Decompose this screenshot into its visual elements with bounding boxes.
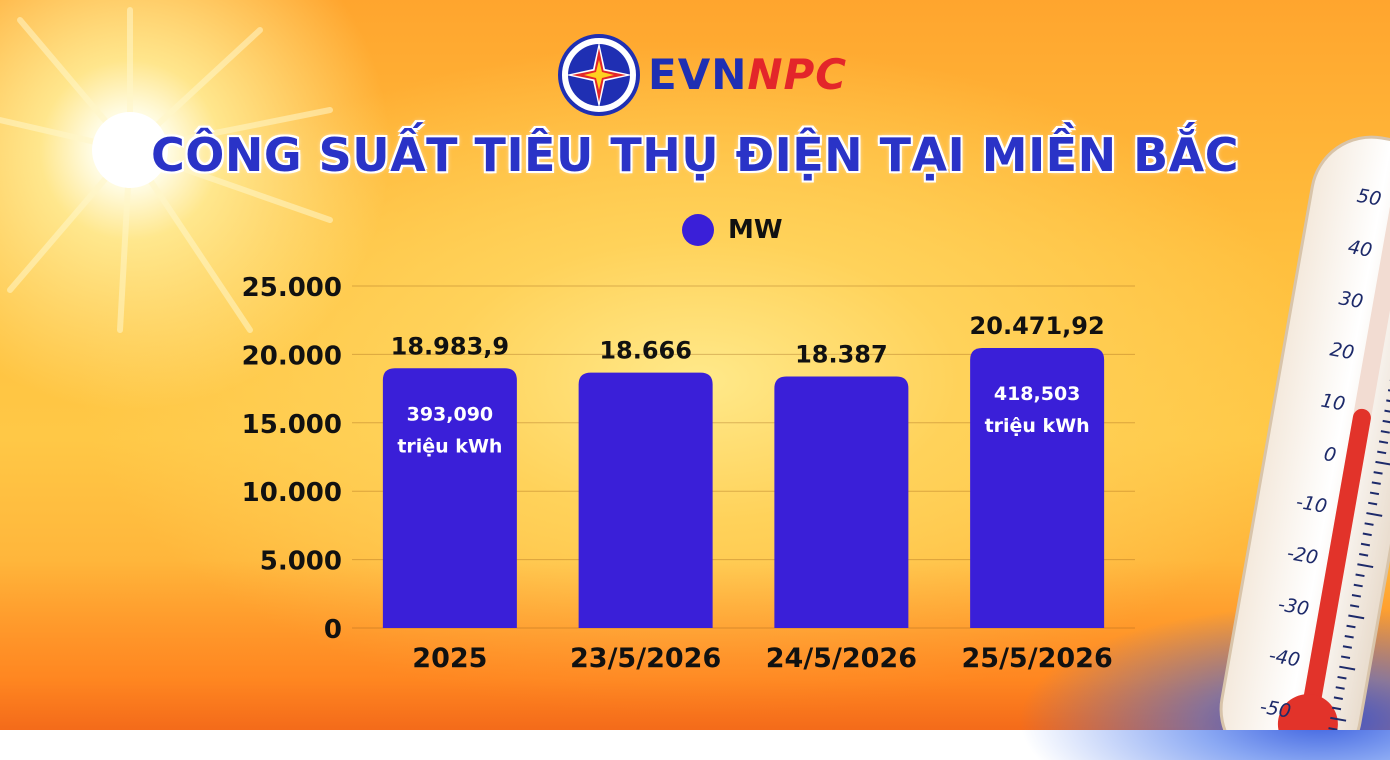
- bar-inner-unit: triệu kWh: [985, 415, 1090, 437]
- y-tick-label: 15.000: [242, 410, 342, 440]
- bar-inner-unit: triệu kWh: [397, 435, 502, 457]
- y-tick-label: 25.000: [242, 273, 342, 303]
- x-tick-label: 2025: [412, 643, 487, 674]
- y-tick-label: 10.000: [242, 478, 342, 508]
- bar-inner-value: 393,090: [407, 403, 494, 425]
- bar-value-label: 18.387: [795, 340, 888, 368]
- bar: [774, 376, 908, 628]
- bar: [579, 373, 713, 628]
- y-tick-label: 5.000: [260, 547, 342, 577]
- y-tick-label: 0: [324, 615, 342, 645]
- bar-value-label: 18.983,9: [391, 332, 509, 360]
- x-tick-label: 24/5/2026: [766, 643, 917, 674]
- bar-chart: 0 5.000 10.000 15.000 20.000 25.000 18.983,9 1…: [0, 0, 1390, 730]
- x-tick-label: 25/5/2026: [962, 643, 1113, 674]
- x-tick-label: 23/5/2026: [570, 643, 721, 674]
- bar-inner-value: 418,503: [994, 383, 1081, 405]
- y-tick-label: 20.000: [242, 341, 342, 371]
- bar-value-label: 20.471,92: [970, 312, 1105, 340]
- bar-value-label: 18.666: [599, 337, 692, 365]
